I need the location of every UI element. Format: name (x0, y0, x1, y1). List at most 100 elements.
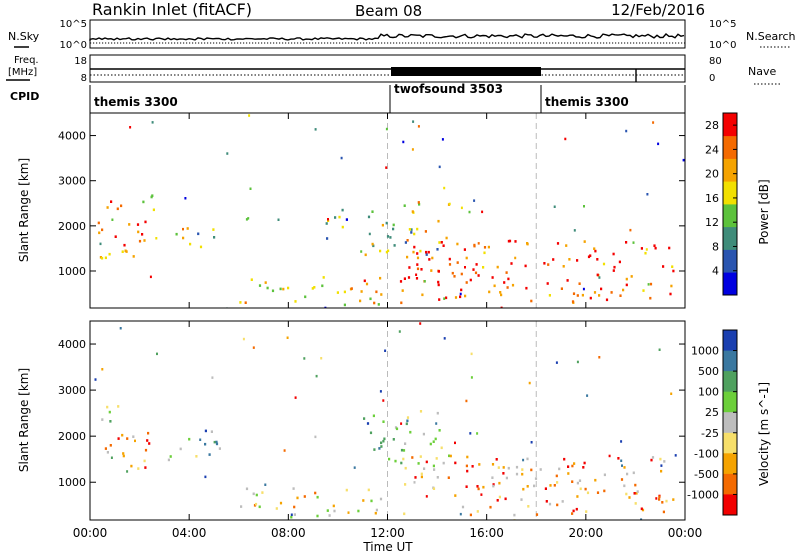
echo-cell (114, 235, 117, 238)
echo-cell (492, 484, 495, 488)
echo-cell (524, 264, 527, 268)
echo-cell (555, 474, 558, 478)
noise-panel-frame (89, 19, 686, 49)
echo-cell (378, 447, 381, 450)
echo-cell (413, 232, 416, 236)
x-tick-label: 12:00 (370, 526, 405, 540)
echo-cell (121, 250, 124, 253)
echo-cell (438, 429, 441, 432)
echo-cell (359, 299, 362, 303)
echo-cell (668, 246, 671, 250)
echo-cell (460, 272, 463, 276)
echo-cell (658, 498, 661, 501)
echo-cell (573, 462, 576, 465)
echo-cell (547, 263, 550, 266)
echo-cell (343, 303, 346, 307)
colorbar-swatch (723, 181, 737, 205)
echo-cell (468, 210, 471, 214)
echo-cell (142, 200, 145, 204)
echo-cell (271, 289, 275, 293)
colorbar-tick-label: 12 (705, 216, 719, 229)
echo-cell (381, 223, 384, 227)
y-tick-label: 1000 (58, 476, 86, 489)
echo-cell (576, 259, 579, 262)
echo-cell (104, 256, 107, 260)
date-label: 12/Feb/2016 (611, 1, 705, 19)
colorbar-swatch (723, 330, 737, 351)
echo-cell (404, 442, 407, 445)
noise-left-tick-top: 10^5 (60, 19, 87, 30)
echo-cell (644, 251, 647, 255)
echo-cell (640, 518, 643, 520)
echo-cell (189, 242, 192, 246)
echo-cell (645, 248, 648, 251)
echo-cell (334, 216, 337, 219)
echo-cell (496, 265, 499, 269)
echo-cell (392, 223, 395, 227)
echo-cell (327, 218, 329, 221)
echo-cell (416, 252, 419, 255)
echo-cell (353, 466, 356, 469)
echo-cell (417, 201, 420, 204)
echo-cell (128, 223, 131, 226)
echo-cell (489, 505, 492, 509)
echo-cell (652, 121, 655, 124)
echo-cell (500, 293, 503, 297)
echo-cell (448, 454, 451, 458)
echo-cell (406, 255, 409, 259)
echo-cell (443, 337, 446, 340)
echo-cell (371, 210, 374, 213)
echo-cell (505, 476, 508, 480)
colorbar-swatch (723, 158, 737, 182)
echo-cell (341, 225, 344, 229)
y-tick-label: 2000 (58, 430, 86, 443)
echo-cell (437, 280, 440, 284)
echo-cell (634, 483, 637, 487)
echo-cell (215, 440, 218, 444)
echo-cell (442, 244, 445, 247)
freq-twofsound-block (391, 67, 541, 76)
echo-cell (474, 271, 478, 275)
echo-cell (612, 269, 615, 272)
echo-cell (567, 465, 570, 468)
nave-right-tick-top: 80 (709, 56, 722, 67)
echo-cell (576, 495, 579, 498)
echo-cell (419, 455, 422, 458)
echo-cell (651, 456, 655, 459)
echo-cell (137, 467, 140, 470)
nave-right-tick-bottom: 0 (709, 73, 715, 84)
echo-cell (502, 472, 505, 475)
echo-cell (403, 512, 406, 516)
power-colorbar-label: Power [dB] (757, 179, 771, 244)
echo-cell (472, 268, 475, 271)
echo-cell (392, 438, 395, 441)
echo-cell (255, 493, 258, 497)
echo-cell (476, 485, 479, 488)
echo-cell (393, 244, 396, 247)
echo-cell (333, 509, 336, 513)
echo-cell (175, 232, 178, 236)
echo-cell (545, 500, 548, 503)
echo-cell (292, 487, 295, 490)
echo-cell (360, 250, 363, 253)
echo-cell (264, 483, 267, 486)
echo-cell (636, 490, 639, 493)
echo-cell (122, 454, 125, 458)
echo-cell (147, 431, 150, 435)
echo-cell (582, 466, 585, 469)
echo-cell (414, 476, 417, 479)
echo-cell (420, 268, 423, 271)
y-tick-label: 3000 (58, 175, 86, 188)
echo-cell (322, 276, 325, 279)
echo-cell (383, 437, 386, 441)
echo-cell (438, 298, 441, 301)
echo-cell (204, 442, 207, 446)
echo-cell (407, 276, 411, 279)
echo-cell (247, 217, 250, 220)
echo-cell (195, 455, 198, 458)
echo-cell (411, 148, 414, 151)
velocity-colorbar-label: Velocity [m s^-1] (757, 382, 771, 486)
echo-cell (99, 256, 102, 259)
echo-cell (97, 221, 100, 225)
echo-cell (345, 218, 348, 221)
